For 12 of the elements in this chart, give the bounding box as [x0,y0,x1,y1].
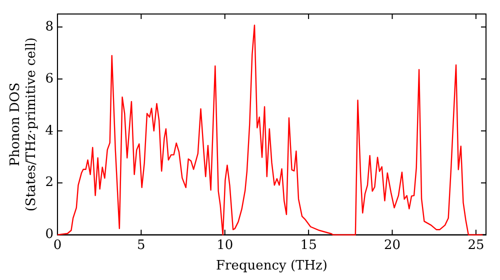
y-tick-label: 2 [45,175,54,190]
x-tick-label: 5 [137,238,146,253]
x-tick-label: 20 [384,238,401,253]
x-tick-label: 10 [216,238,234,253]
y-tick-label: 8 [45,19,54,34]
y-tick-label: 6 [45,71,54,86]
x-axis-title: Frequency (THz) [216,258,328,274]
y-tick-label: 0 [45,227,54,242]
x-tick-label: 25 [468,238,484,253]
y-tick-label: 4 [45,123,54,138]
x-tick-label: 15 [300,238,317,253]
y-axis-title: Phonon DOS (States/THz·primitive cell) [8,37,39,212]
